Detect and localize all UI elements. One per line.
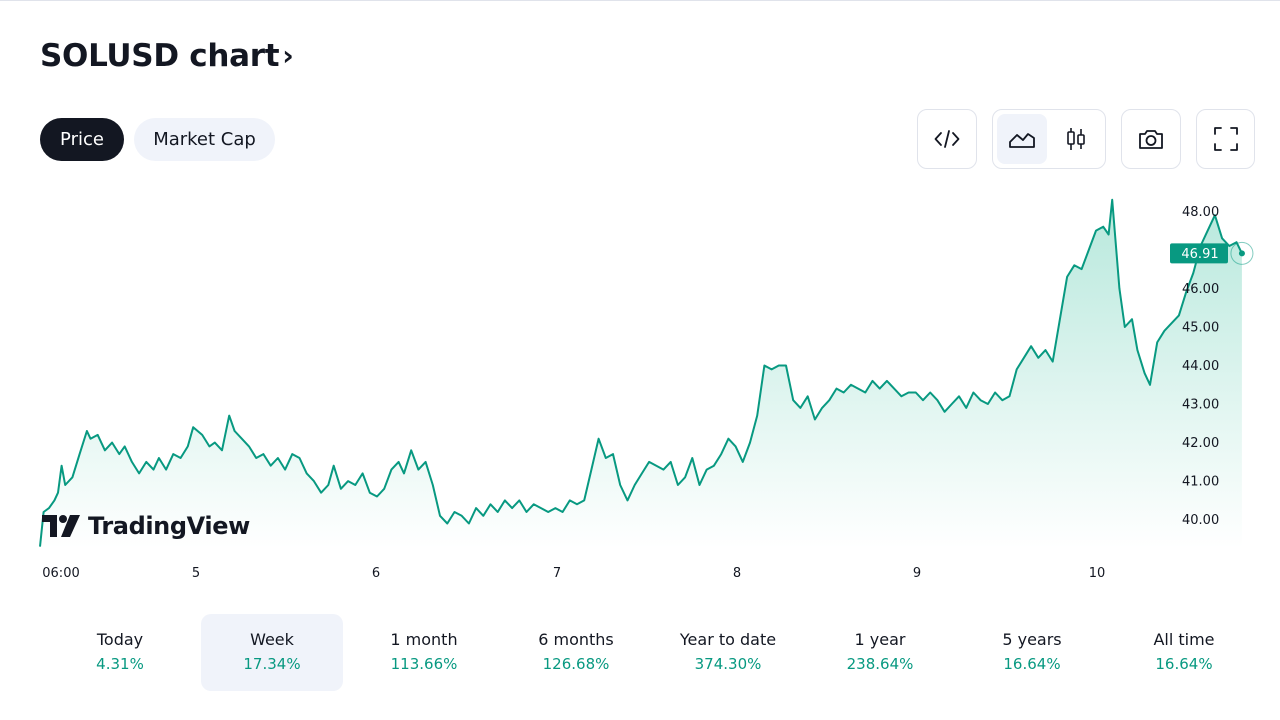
candlestick-icon: [1067, 128, 1085, 150]
tab-market-cap[interactable]: Market Cap: [134, 118, 275, 161]
x-tick-label: 9: [913, 566, 921, 581]
range-label: All time: [1153, 630, 1215, 649]
last-price-marker-ring: [1230, 241, 1254, 265]
page-title-text: SOLUSD chart: [40, 38, 280, 74]
y-tick-label: 48.00: [1182, 205, 1219, 220]
range-tab-1-month[interactable]: 1 month 113.66%: [353, 614, 495, 691]
last-price-label: 46.91: [1181, 247, 1218, 262]
price-line: [39, 198, 1243, 547]
last-price-label-bg: [1170, 243, 1228, 264]
page-title[interactable]: SOLUSD chart ›: [40, 36, 294, 77]
code-icon: [934, 130, 960, 148]
y-tick-label: 41.00: [1182, 475, 1219, 490]
y-tick-label: 42.00: [1182, 436, 1219, 451]
range-change-value: 4.31%: [96, 655, 144, 673]
range-tab-1-year[interactable]: 1 year 238.64%: [809, 614, 951, 691]
range-tab-5-years[interactable]: 5 years 16.64%: [961, 614, 1103, 691]
embed-button[interactable]: [917, 109, 977, 169]
x-tick-label: 10: [1089, 566, 1106, 581]
tradingview-logo-icon: [42, 515, 80, 537]
x-tick-label: 8: [733, 566, 741, 581]
x-tick-label: 6: [372, 566, 380, 581]
price-chart[interactable]: 40.00 41.00 42.00 43.00 44.00 45.00 46.00 48.00…: [0, 180, 1280, 590]
tab-price[interactable]: Price: [40, 118, 124, 161]
area-chart-icon: [1009, 133, 1035, 148]
watermark-text: TradingView: [88, 512, 250, 540]
camera-icon: [1139, 130, 1163, 149]
fullscreen-icon: [1213, 127, 1238, 151]
snapshot-button[interactable]: [1121, 109, 1181, 169]
candlestick-chart-button[interactable]: [1051, 114, 1101, 164]
x-tick-label: 7: [553, 566, 561, 581]
chevron-right-icon: ›: [282, 39, 294, 72]
last-price-marker: [1238, 250, 1245, 257]
range-tab-week[interactable]: Week 17.34%: [201, 614, 343, 691]
range-tab-all-time[interactable]: All time 16.64%: [1113, 614, 1255, 691]
range-label: 1 year: [854, 630, 906, 649]
chart-type-switcher: [992, 109, 1106, 169]
fullscreen-button[interactable]: [1196, 109, 1255, 169]
y-tick-label: 40.00: [1182, 513, 1219, 528]
range-label: 1 month: [390, 630, 458, 649]
tradingview-watermark: TradingView: [42, 512, 250, 540]
range-change-value: 126.68%: [542, 655, 610, 673]
price-area-fill: [40, 199, 1242, 549]
y-tick-label: 45.00: [1182, 320, 1219, 335]
range-label: 5 years: [1002, 630, 1062, 649]
range-tab-6-months[interactable]: 6 months 126.68%: [505, 614, 647, 691]
range-label: Year to date: [679, 630, 777, 649]
performance-ranges: Today 4.31% Week 17.34% 1 month 113.66% 6 mont…: [40, 614, 1256, 692]
range-tab-today[interactable]: Today 4.31%: [49, 614, 191, 691]
y-tick-label: 44.00: [1182, 359, 1219, 374]
area-chart-button[interactable]: [997, 114, 1047, 164]
range-label: Today: [96, 630, 144, 649]
range-change-value: 238.64%: [846, 655, 914, 673]
y-tick-label: 46.00: [1182, 282, 1219, 297]
top-divider: [0, 0, 1280, 1]
range-change-value: 17.34%: [243, 655, 301, 673]
range-change-value: 16.64%: [1155, 655, 1213, 673]
range-change-value: 16.64%: [1003, 655, 1061, 673]
range-label: 6 months: [538, 630, 614, 649]
range-tab-year-to-date[interactable]: Year to date 374.30%: [657, 614, 799, 691]
range-label: Week: [250, 630, 294, 649]
x-tick-label: 5: [192, 566, 200, 581]
y-tick-label: 43.00: [1182, 398, 1219, 413]
range-change-value: 374.30%: [694, 655, 762, 673]
range-change-value: 113.66%: [390, 655, 458, 673]
x-tick-label: 06:00: [42, 566, 79, 581]
